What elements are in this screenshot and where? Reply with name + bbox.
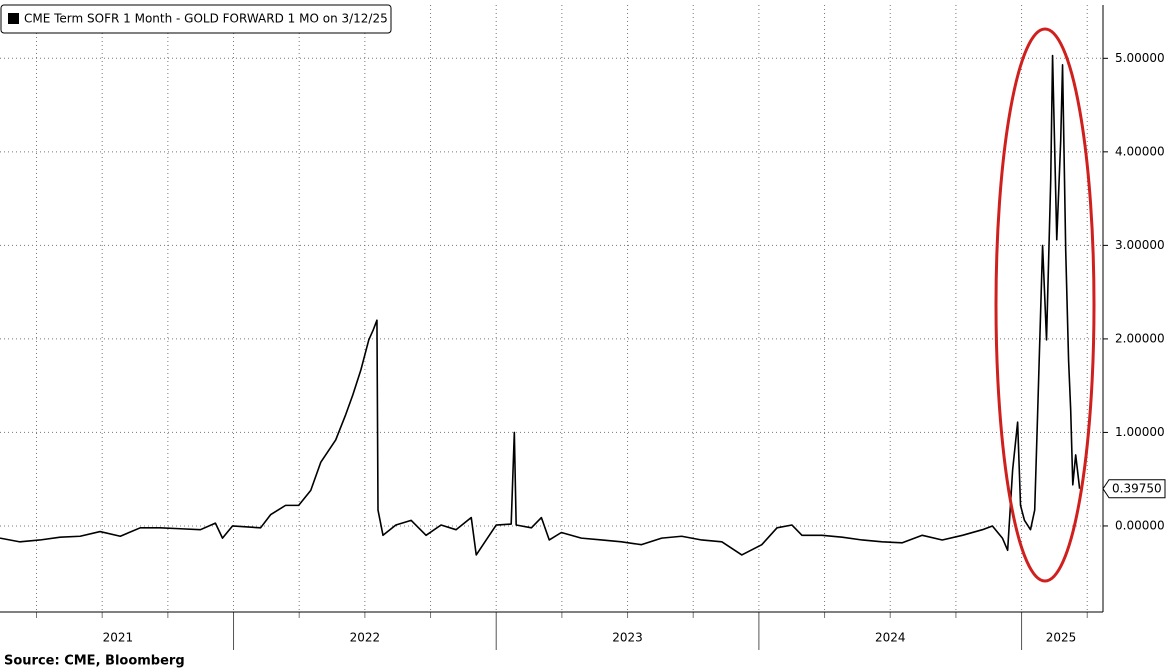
legend-swatch xyxy=(8,13,19,24)
legend-box xyxy=(0,4,392,34)
last-value-label: 0.39750 xyxy=(1112,481,1162,495)
y-tick-label: 3.00000 xyxy=(1115,238,1165,252)
y-tick-label: 1.00000 xyxy=(1115,425,1165,439)
source: Source: CME, Bloomberg xyxy=(4,654,185,669)
x-tick-label: 2021 xyxy=(103,631,134,645)
y-tick-label: 4.00000 xyxy=(1115,144,1165,158)
last-value-tag xyxy=(1102,479,1166,499)
highlight-ellipse xyxy=(994,27,1096,583)
y-tick-label: 0.00000 xyxy=(1115,518,1165,532)
legend-label: CME Term SOFR 1 Month - GOLD FORWARD 1 M… xyxy=(24,12,388,26)
y-tick-label: 5.00000 xyxy=(1115,51,1165,65)
x-tick-label: 2024 xyxy=(875,631,906,645)
x-tick-label: 2025 xyxy=(1046,631,1077,645)
x-tick-label: 2022 xyxy=(350,631,381,645)
x-tick-label: 2023 xyxy=(612,631,643,645)
series-line xyxy=(0,54,1081,556)
y-tick-label: 2.00000 xyxy=(1115,331,1165,345)
